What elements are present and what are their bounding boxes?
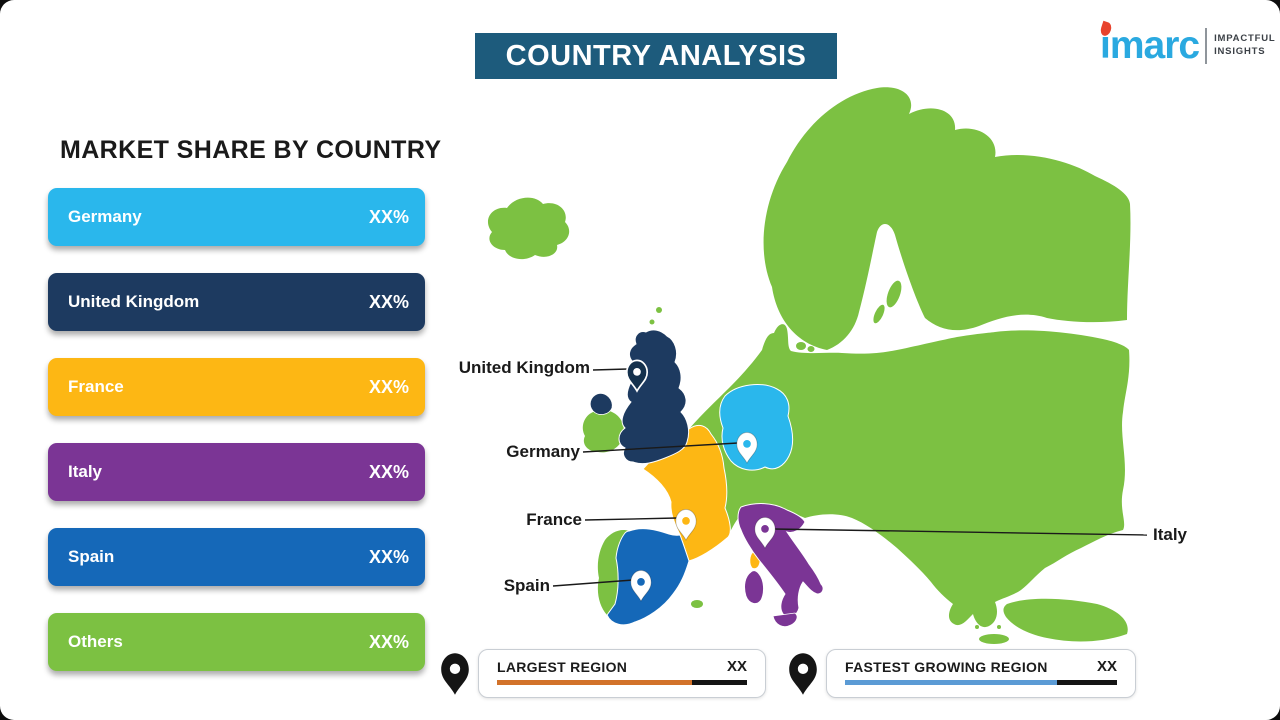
small-islands <box>649 280 1009 644</box>
country-label: United Kingdom <box>68 292 200 311</box>
market-share-bar-italy: Italy XX% <box>48 443 425 501</box>
island-oland <box>873 304 885 324</box>
pin-dot <box>761 525 769 533</box>
map-pin-germany <box>736 431 758 464</box>
fastest-growing-region-bar-main <box>845 680 1058 685</box>
pin-dot <box>449 663 461 674</box>
map-label-italy: Italy <box>1153 525 1188 544</box>
pin-shape <box>625 359 649 393</box>
island-shetland <box>656 307 662 313</box>
leader-line-italy <box>772 528 1148 536</box>
pin-dot <box>637 578 645 586</box>
title-banner: COUNTRY ANALYSIS <box>475 33 837 79</box>
largest-region-bar-end <box>692 680 747 685</box>
leader-line-france <box>584 517 678 521</box>
market-share-heading: MARKET SHARE BY COUNTRY <box>60 136 442 164</box>
pin-shape <box>441 653 469 695</box>
landmass-anatolia <box>1003 598 1128 642</box>
pin-shape <box>736 431 758 464</box>
market-share-bar-spain: Spain XX% <box>48 528 425 586</box>
country-value: XX% <box>368 631 409 652</box>
country-france <box>642 424 731 562</box>
fastest-growing-region-bar <box>845 680 1117 685</box>
market-share-bar-others: Others XX% <box>48 613 425 671</box>
largest-region-label: LARGEST REGION <box>497 658 628 675</box>
fastest-growing-region-row: FASTEST GROWING REGION XX <box>845 658 1117 675</box>
map-pin-spain <box>630 569 652 602</box>
map-label-germany: Germany <box>506 442 580 461</box>
country-label: Italy <box>68 462 103 481</box>
island-funen <box>807 346 815 352</box>
country-label: France <box>68 377 124 396</box>
map-pin-italy <box>754 516 776 549</box>
pin-dot <box>633 368 641 376</box>
imarc-brand-text: imarc <box>1100 24 1200 67</box>
logo-tagline-line2: INSIGHTS <box>1214 45 1266 57</box>
europe-map <box>487 87 1148 644</box>
pin-shape <box>630 569 652 602</box>
country-label: Spain <box>68 547 115 566</box>
pin-shape <box>754 516 776 549</box>
fastest-growing-pin-icon <box>789 653 817 695</box>
country-germany <box>719 384 794 471</box>
fastest-growing-region-value: XX <box>1096 658 1117 675</box>
island-crete <box>979 634 1009 644</box>
imarc-wordmark: imarc <box>1099 20 1200 67</box>
market-share-bar-france: France XX% <box>48 358 425 416</box>
country-value: XX% <box>368 206 409 227</box>
map-label-spain: Spain <box>503 576 550 595</box>
largest-region-row: LARGEST REGION XX <box>497 658 747 675</box>
country-label: Others <box>68 632 123 651</box>
island-aegean-1 <box>984 617 990 623</box>
island-gotland <box>886 280 902 308</box>
largest-region-pin-icon <box>441 653 469 695</box>
map-pin-france <box>675 508 697 541</box>
page-title: COUNTRY ANALYSIS <box>505 39 807 72</box>
market-share-bar-germany: Germany XX% <box>48 188 425 246</box>
island-mallorca <box>691 600 703 608</box>
island-sicily <box>772 612 798 627</box>
country-value: XX% <box>368 546 409 567</box>
island-zealand <box>796 342 806 350</box>
market-share-bar-united-kingdom: United Kingdom XX% <box>48 273 425 331</box>
country-label: Germany <box>68 207 142 226</box>
landmass-ireland <box>582 409 624 453</box>
logo-tagline: IMPACTFUL INSIGHTS <box>1214 33 1275 58</box>
leader-line-germany <box>582 442 739 453</box>
logo-tagline-line1: IMPACTFUL <box>1214 33 1276 45</box>
landmass-iceland <box>487 197 570 260</box>
largest-region-bar <box>497 680 747 685</box>
pin-dot <box>682 517 690 525</box>
pin-shape <box>675 508 697 541</box>
largest-region-bar-main <box>497 680 692 685</box>
island-aegean-2 <box>997 625 1001 629</box>
map-pin-uk <box>625 359 649 393</box>
pin-dot <box>797 663 809 674</box>
pin-dot <box>743 440 751 448</box>
country-value: XX% <box>368 461 409 482</box>
largest-region-value: XX <box>726 658 747 675</box>
country-value: XX% <box>368 376 409 397</box>
leader-line-spain <box>552 579 634 587</box>
island-aegean-3 <box>975 625 979 629</box>
map-label-united-kingdom: United Kingdom <box>458 358 590 377</box>
island-orkney <box>649 319 655 325</box>
logo-divider <box>1205 27 1208 64</box>
fastest-growing-region-label: FASTEST GROWING REGION <box>845 658 1048 675</box>
island-sardinia <box>744 570 764 604</box>
fastest-growing-region-bar-end <box>1057 680 1117 685</box>
leader-line-uk <box>592 368 629 371</box>
largest-region-box: LARGEST REGION XX <box>478 649 766 698</box>
landmass-scandinavia <box>763 87 1131 351</box>
country-united-kingdom <box>618 329 690 465</box>
country-value: XX% <box>368 291 409 312</box>
map-label-france: France <box>526 510 582 529</box>
imarc-logo: imarc IMPACTFUL INSIGHTS <box>1099 20 1275 67</box>
region-northern-ireland <box>589 393 613 415</box>
leader-lines <box>552 368 1148 587</box>
fastest-growing-region-box: FASTEST GROWING REGION XX <box>826 649 1136 698</box>
